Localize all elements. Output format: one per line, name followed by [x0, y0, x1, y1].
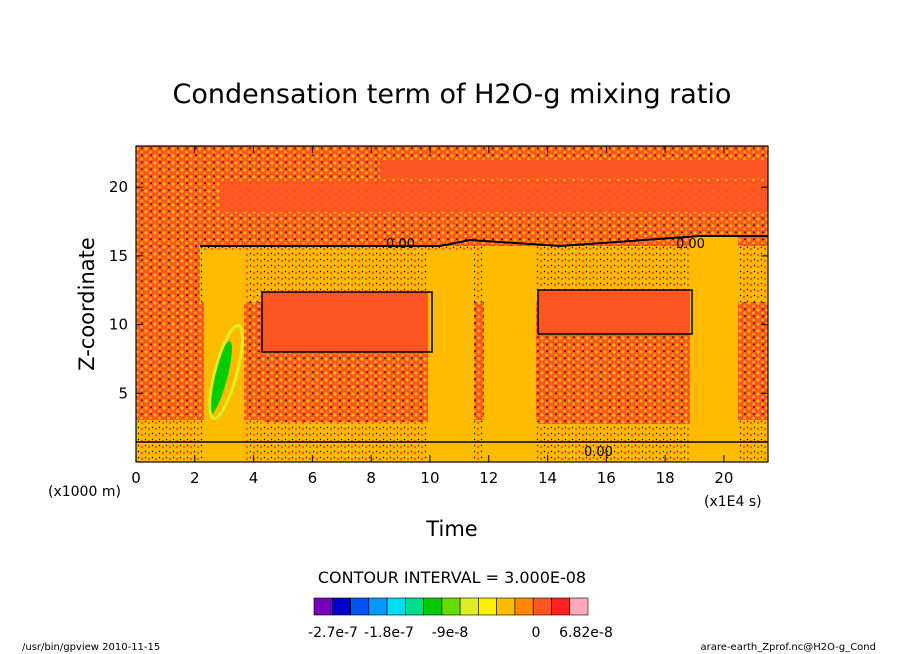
- plot-frame: [135, 145, 769, 463]
- y-unit-label: (x1000 m): [48, 484, 121, 500]
- contour-label-2: 0.00: [676, 237, 705, 252]
- colorbar-swatch: [532, 597, 552, 616]
- stratosphere-band: [220, 182, 768, 212]
- x-tick-label: 0: [131, 469, 141, 487]
- colorbar-swatch: [331, 597, 351, 616]
- footer-right: arare-earth_Zprof.nc@H2O-g_Cond: [701, 642, 876, 653]
- y-axis-ticks: 5 10 15 20: [109, 178, 768, 402]
- colorbar-swatch: [313, 597, 333, 616]
- chart-title: Condensation term of H2O-g mixing ratio: [173, 79, 732, 110]
- x-unit-label: (x1E4 s): [704, 494, 762, 510]
- colorbar-swatch: [459, 597, 479, 616]
- contour-label-3: 0.00: [584, 445, 613, 460]
- colorbar-swatch: [423, 597, 443, 616]
- y-axis-label: Z-coordinate: [75, 237, 99, 371]
- column-3: [484, 246, 536, 462]
- colorbar-swatch: [569, 597, 589, 616]
- negative-rim: [208, 324, 244, 420]
- heatmap-field: [136, 146, 768, 462]
- x-axis-ticks: 0 2 4 6 8 10 12 14 16 18 20: [131, 146, 733, 487]
- y-tick-label: 20: [109, 178, 128, 196]
- column-4: [690, 236, 738, 462]
- x-axis-label: Time: [425, 517, 477, 541]
- footer-left: /usr/bin/gpview 2010-11-15: [22, 642, 160, 653]
- colorbar-swatch: [368, 597, 388, 616]
- x-tick-label: 14: [538, 469, 557, 487]
- colorbar-swatch: [514, 597, 534, 616]
- negative-core: [208, 341, 232, 415]
- colorbar-swatch: [496, 597, 516, 616]
- contour-line-2: [261, 291, 433, 353]
- core-cell-1: [262, 292, 432, 352]
- contour-line-3: [537, 289, 693, 335]
- contour-interval-text: CONTOUR INTERVAL = 3.000E-08: [318, 568, 586, 587]
- colorbar: [313, 597, 589, 616]
- colorbar-swatch: [405, 597, 424, 616]
- colorbar-swatch: [478, 597, 497, 616]
- colorbar-swatch: [350, 597, 370, 616]
- x-tick-label: 16: [597, 469, 616, 487]
- x-tick-label: 18: [656, 469, 675, 487]
- y-tick-label: 15: [109, 247, 128, 265]
- colorbar-labels: -2.7e-7 -1.8e-7 -9e-8 0 6.82e-8: [308, 625, 613, 641]
- y-tick-label: 10: [109, 316, 128, 334]
- x-tick-label: 6: [308, 469, 318, 487]
- colorbar-label: -1.8e-7: [364, 625, 414, 641]
- colorbar-swatch: [441, 597, 461, 616]
- x-tick-label: 12: [479, 469, 498, 487]
- column-2: [428, 250, 474, 462]
- core-speckle-1: [262, 352, 432, 422]
- x-tick-label: 4: [249, 469, 259, 487]
- colorbar-label: -2.7e-7: [308, 625, 358, 641]
- colorbar-label: 6.82e-8: [559, 625, 613, 641]
- upper-band: [380, 160, 768, 178]
- colorbar-swatch: [386, 597, 406, 616]
- core-speckle-2: [538, 334, 692, 424]
- colorbar-label: -9e-8: [432, 625, 469, 641]
- x-tick-label: 8: [366, 469, 376, 487]
- x-tick-label: 10: [420, 469, 439, 487]
- y-tick-label: 5: [118, 384, 128, 402]
- contour-line-1: [200, 235, 768, 248]
- x-tick-label: 20: [714, 469, 733, 487]
- x-tick-label: 2: [190, 469, 200, 487]
- colorbar-label: 0: [532, 625, 541, 641]
- contour-label-1: 0.00: [386, 237, 415, 252]
- core-cell-2: [538, 290, 692, 334]
- colorbar-swatch: [551, 597, 571, 616]
